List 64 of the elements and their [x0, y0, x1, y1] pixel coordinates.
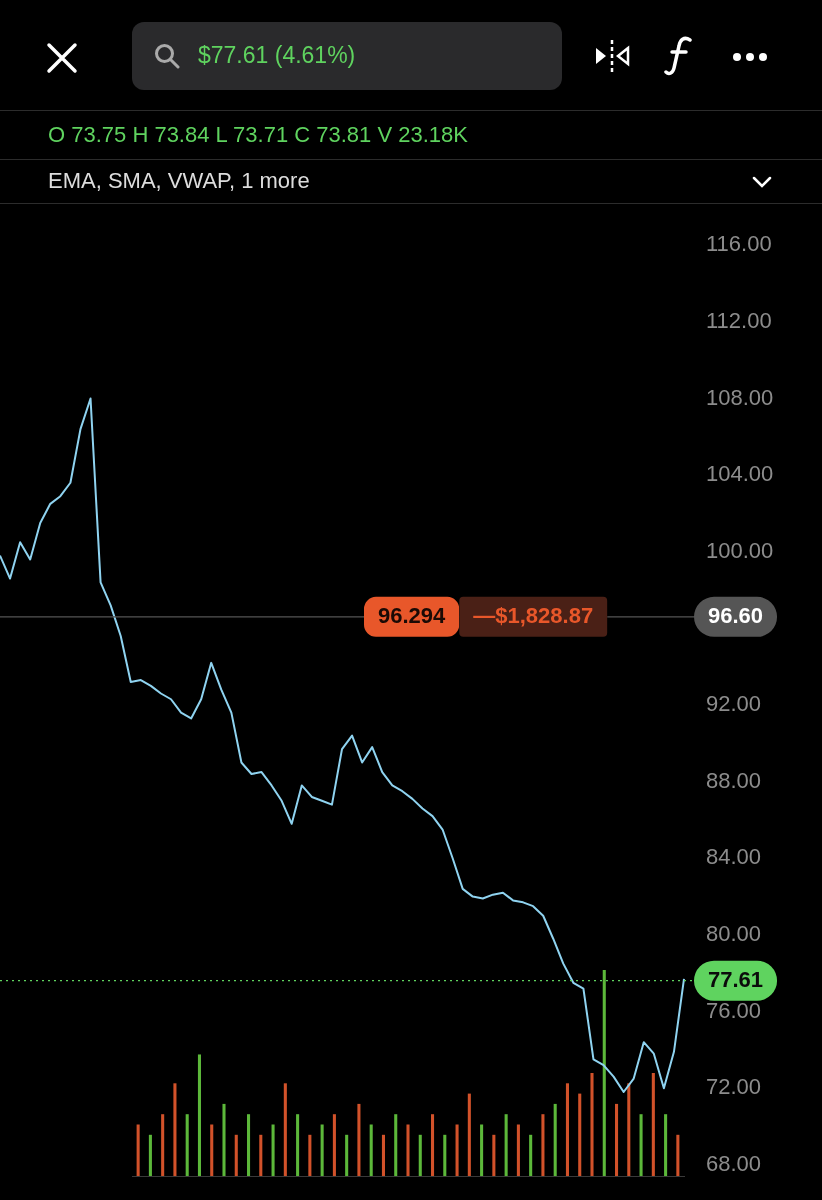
y-tick-label: 104.00: [706, 461, 774, 487]
y-tick-label: 72.00: [706, 1074, 762, 1100]
bar: [210, 1124, 214, 1176]
bar: [247, 1114, 251, 1176]
bar: [541, 1114, 545, 1176]
bar: [234, 1134, 238, 1176]
y-tick-label: 84.00: [706, 844, 762, 870]
bar: [590, 1073, 594, 1176]
bar: [136, 1124, 140, 1176]
bar: [222, 1103, 226, 1176]
bar: [381, 1134, 385, 1176]
bar: [664, 1114, 668, 1176]
chart-title: $77.61 (4.61%): [198, 42, 356, 69]
bar: [676, 1134, 680, 1176]
y-tick-label: 76.00: [706, 997, 762, 1023]
ref-line-label: 77.61: [708, 966, 764, 992]
bar: [467, 1093, 471, 1176]
text: O 73.75 H 73.84 L 73.71 C 73.81 V 23.18K: [48, 122, 468, 148]
bar: [345, 1134, 349, 1176]
bar: [418, 1134, 422, 1176]
bar: [627, 1083, 631, 1176]
bar: [173, 1083, 177, 1176]
bar: [529, 1134, 533, 1176]
bar: [357, 1103, 361, 1176]
y-tick-label: 108.00: [706, 384, 774, 410]
text: EMA, SMA, VWAP, 1 more: [48, 168, 310, 194]
bar: [431, 1114, 435, 1176]
ref-line-label: 96.60: [708, 602, 764, 628]
bar: [148, 1134, 152, 1176]
bar: [578, 1093, 582, 1176]
y-tick-label: 100.00: [706, 537, 774, 563]
bar: [332, 1114, 336, 1176]
bar: [185, 1114, 189, 1176]
bar: [308, 1134, 312, 1176]
bar: [197, 1054, 201, 1176]
bar: [516, 1124, 520, 1176]
bar: [394, 1114, 398, 1176]
y-tick-label: 80.00: [706, 920, 762, 946]
bar: [271, 1124, 275, 1176]
bar: [259, 1134, 263, 1176]
bar: [283, 1083, 287, 1176]
bar: [492, 1134, 496, 1176]
bar: [296, 1114, 300, 1176]
y-tick-label: 92.00: [706, 691, 762, 717]
annotation: 96.294: [378, 602, 447, 628]
bar: [406, 1124, 410, 1176]
y-tick-label: 112.00: [706, 307, 772, 333]
bar: [480, 1124, 484, 1176]
bar: [320, 1124, 324, 1176]
annotation: —$1,828.87: [473, 602, 594, 628]
bar: [615, 1103, 619, 1176]
y-tick-label: 68.00: [706, 1150, 762, 1176]
bar: [443, 1134, 447, 1176]
bar: [651, 1073, 655, 1176]
bar: [455, 1124, 459, 1176]
y-tick-label: 88.00: [706, 767, 762, 793]
bar: [553, 1103, 557, 1176]
bar: [161, 1114, 165, 1176]
bar: [504, 1114, 508, 1176]
bar: [369, 1124, 373, 1176]
bar: [565, 1083, 569, 1176]
y-tick-label: 116.00: [706, 231, 772, 257]
bar: [639, 1114, 643, 1176]
bar: [602, 970, 606, 1176]
